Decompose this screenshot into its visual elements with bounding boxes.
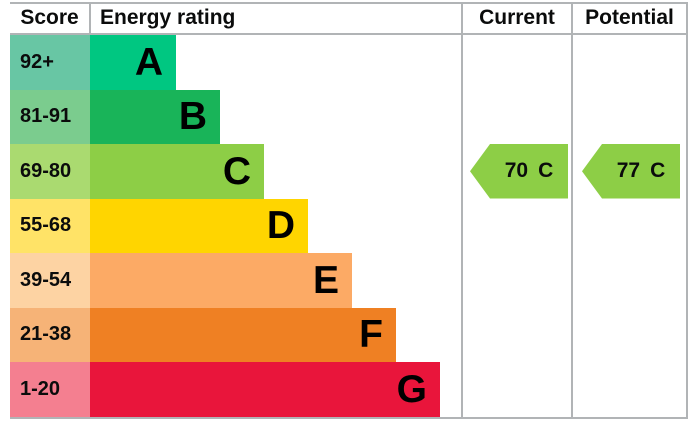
rating-letter-g: G [396, 367, 427, 411]
current-rating-arrow: 70 C [470, 144, 568, 199]
rating-letter-b: B [178, 95, 207, 139]
header-underline [10, 33, 688, 35]
current-rating-letter: C [538, 159, 554, 183]
band-row-e: 39-54 E [10, 253, 440, 308]
rating-bar-b: B [90, 89, 220, 144]
top-border-line [10, 2, 688, 4]
score-range-g: 1-20 [10, 362, 90, 417]
band-row-b: 81-91 B [10, 89, 440, 144]
rating-bar-e: E [90, 253, 352, 308]
current-rating-value: 70 [504, 159, 529, 183]
score-range-c: 69-80 [10, 144, 90, 199]
band-row-c: 69-80 C [10, 144, 440, 199]
energy-rating-column-header: Energy rating [100, 6, 236, 29]
rating-letter-a: A [134, 40, 163, 84]
current-column-header: Current [479, 6, 555, 29]
bottom-border-line [10, 417, 688, 419]
rating-bar-d: D [90, 198, 308, 253]
score-column-header: Score [20, 6, 79, 29]
score-range-e: 39-54 [10, 253, 90, 308]
band-row-d: 55-68 D [10, 198, 440, 253]
potential-column-header: Potential [585, 6, 674, 29]
rating-bar-g: G [90, 362, 440, 417]
potential-rating-value: 77 [616, 159, 641, 183]
band-row-g: 1-20 G [10, 362, 440, 417]
score-range-a: 92+ [10, 35, 90, 90]
rating-letter-d: D [266, 204, 295, 248]
rating-letter-f: F [359, 313, 383, 357]
rating-bands: 92+ A 81-91 B 69-80 C 55-68 D 39-54 [10, 35, 440, 417]
score-range-d: 55-68 [10, 198, 90, 253]
rating-letter-e: E [312, 258, 339, 302]
potential-column-separator [571, 2, 573, 419]
rating-bar-a: A [90, 35, 176, 90]
score-range-b: 81-91 [10, 89, 90, 144]
band-row-a: 92+ A [10, 35, 440, 90]
rating-letter-c: C [222, 149, 251, 193]
potential-rating-arrow: 77 C [582, 144, 680, 199]
score-column-separator [89, 2, 91, 33]
right-border-line [686, 2, 688, 419]
rating-bar-c: C [90, 144, 264, 199]
potential-rating-letter: C [650, 159, 666, 183]
current-column-separator [461, 2, 463, 419]
rating-bar-f: F [90, 307, 396, 362]
band-row-f: 21-38 F [10, 307, 440, 362]
score-range-f: 21-38 [10, 307, 90, 362]
